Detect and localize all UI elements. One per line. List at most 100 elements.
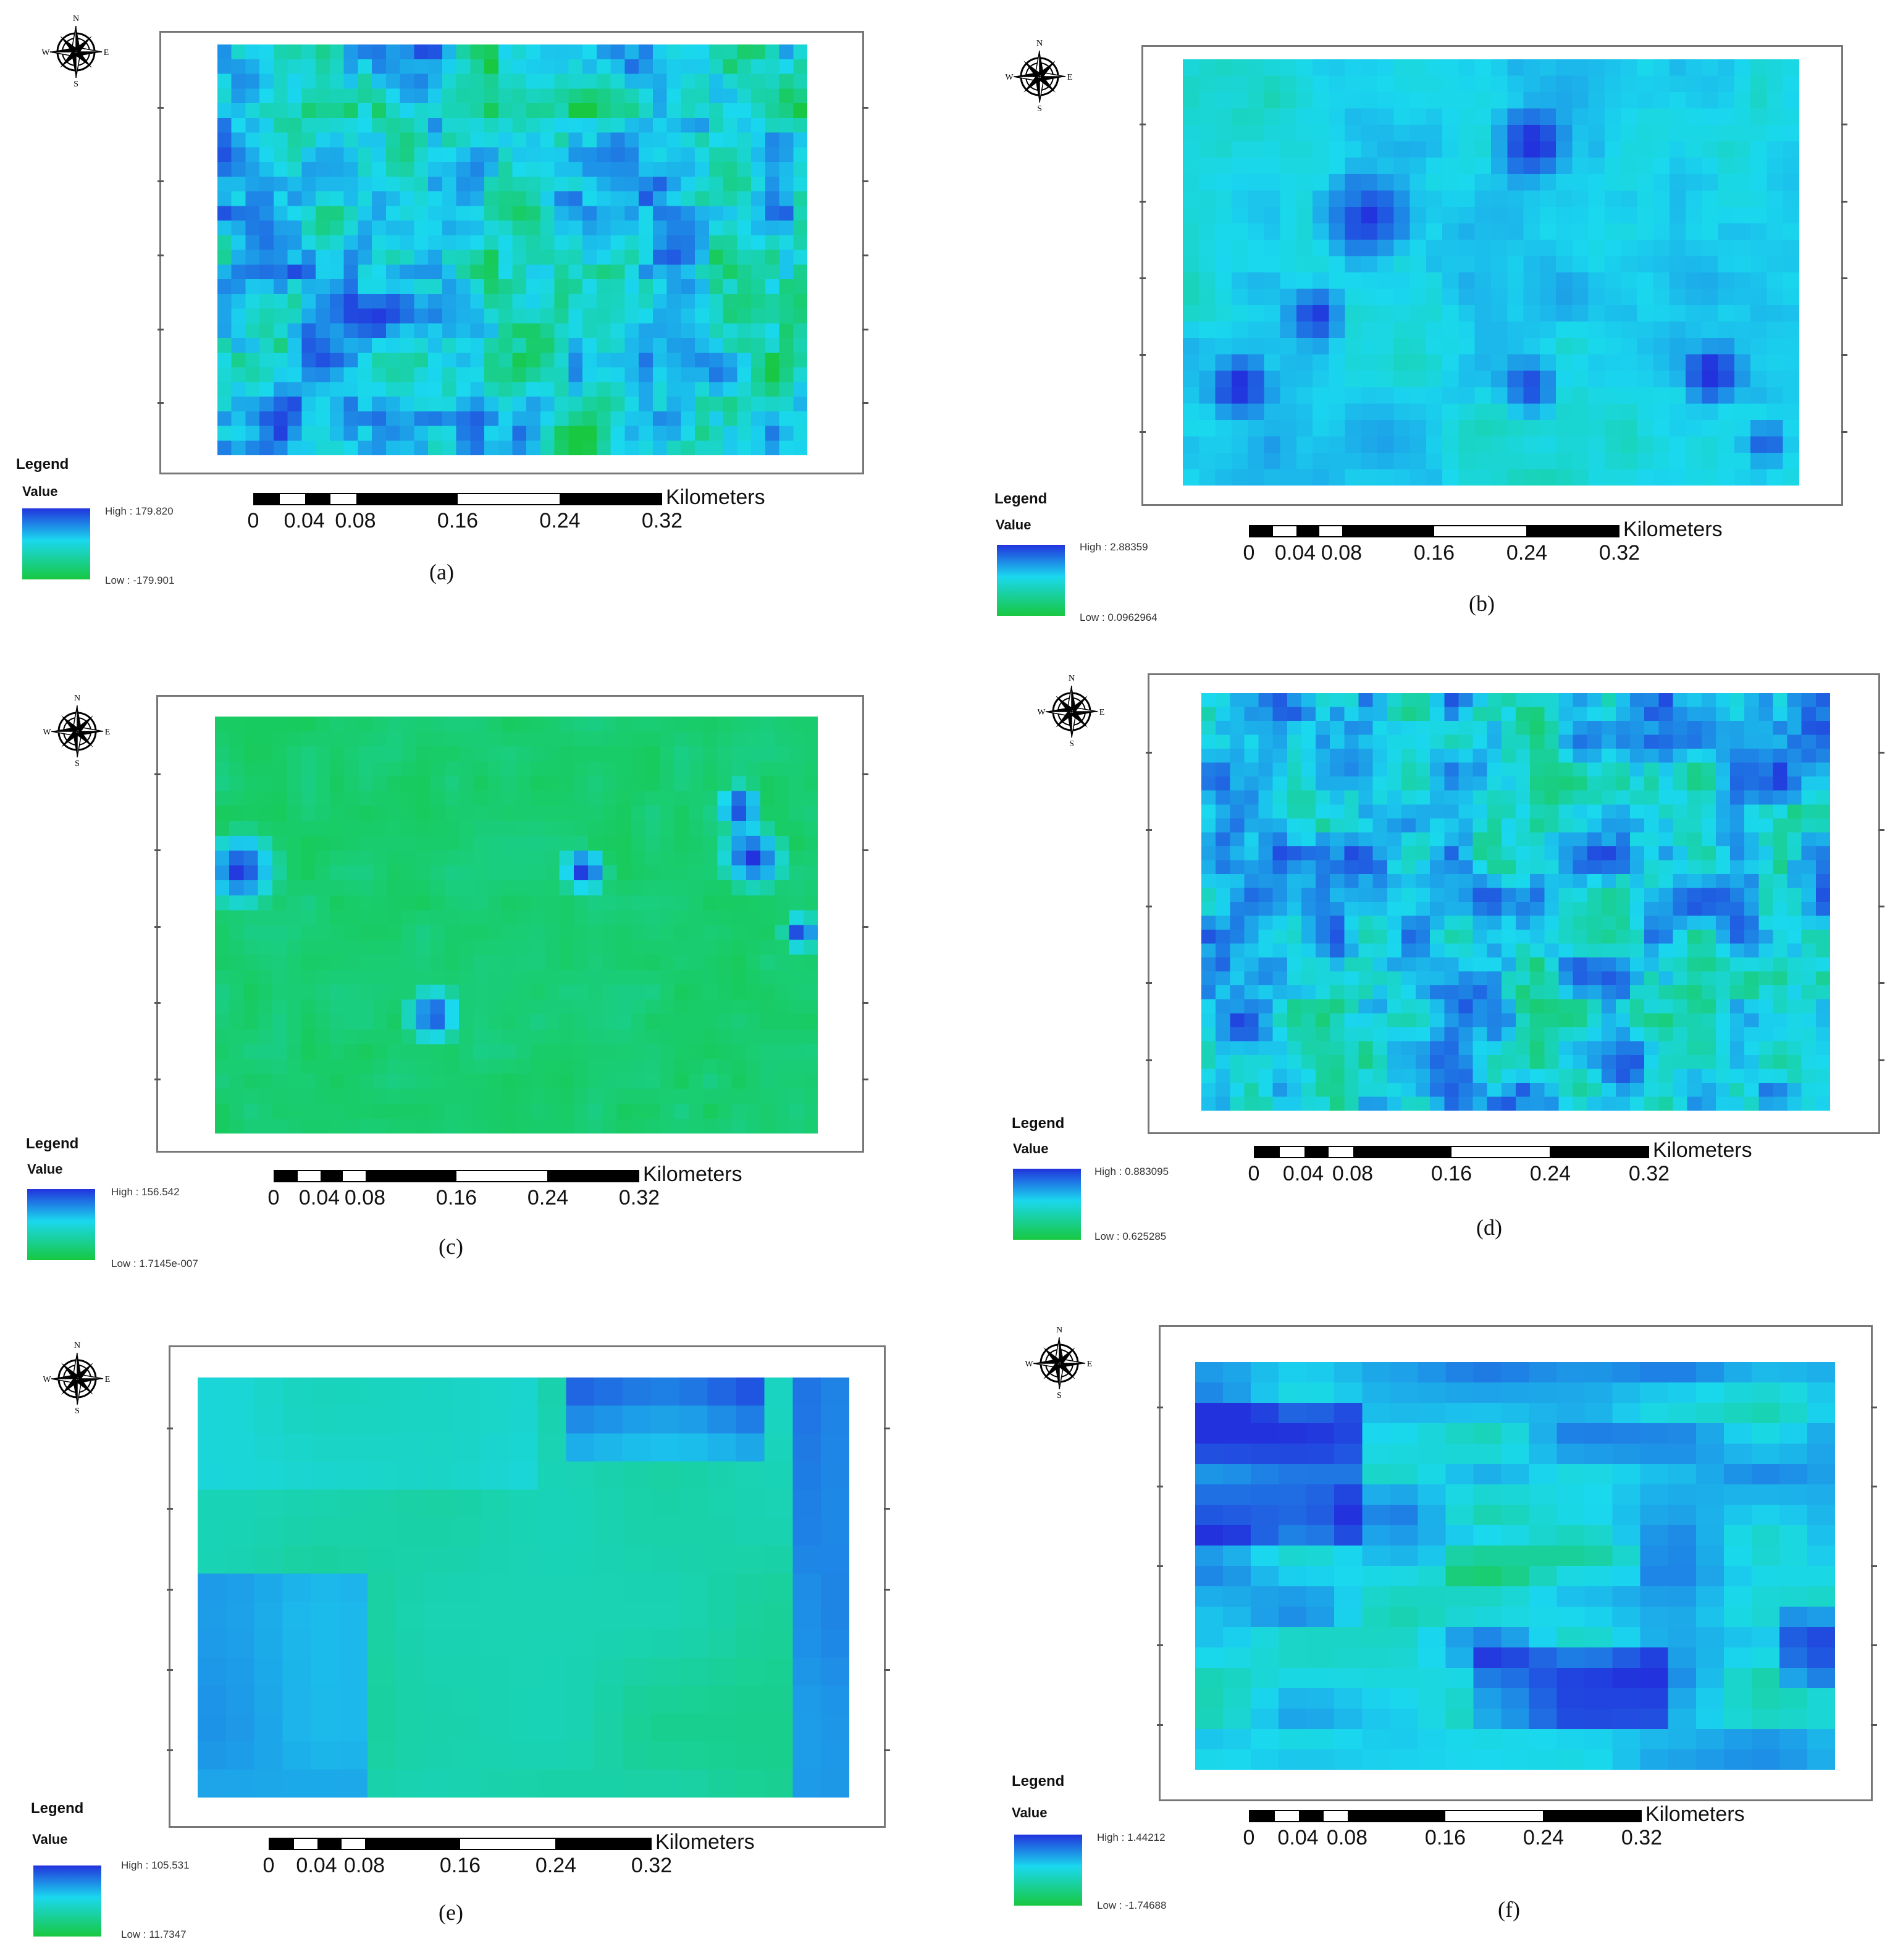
svg-text:W: W xyxy=(43,728,51,737)
panel-caption: (e) xyxy=(439,1900,463,1925)
frame-tick xyxy=(154,849,161,851)
scale-bar-segments xyxy=(1254,1146,1649,1158)
frame-tick xyxy=(1146,752,1152,754)
scale-bar-segment xyxy=(297,1171,321,1181)
svg-text:N: N xyxy=(1036,39,1043,48)
legend-low-label: Low : -1.74688 xyxy=(1097,1899,1167,1911)
svg-text:N: N xyxy=(1069,674,1075,683)
scale-bar-tick-label: 0.04 xyxy=(1282,1162,1324,1185)
scale-bar-segment xyxy=(330,494,356,504)
frame-tick xyxy=(884,1428,890,1430)
svg-text:E: E xyxy=(105,728,111,737)
panel-caption: (b) xyxy=(1469,591,1495,616)
svg-text:N: N xyxy=(74,694,80,703)
legend-value-label: Value xyxy=(1013,1141,1049,1156)
scale-bar-tick-label: 0.08 xyxy=(335,509,376,532)
legend-value-label: Value xyxy=(1012,1805,1048,1820)
legend-color-ramp xyxy=(1014,1835,1082,1906)
scale-bar-segment xyxy=(1353,1147,1451,1157)
scale-bar: Kilometers 0 0.04 0.08 0.16 0.24 0.32 xyxy=(263,1830,812,1881)
frame-tick xyxy=(1878,1059,1884,1061)
frame-tick xyxy=(1140,354,1146,356)
raster-layer xyxy=(1195,1362,1835,1770)
frame-tick xyxy=(167,1749,173,1751)
scale-bar-segment xyxy=(275,1171,298,1181)
scale-bar-unit: Kilometers xyxy=(1653,1138,1752,1162)
scale-bar-segment xyxy=(456,1171,547,1181)
scale-bar-segment xyxy=(1304,1147,1329,1157)
scale-bar-segment xyxy=(1250,526,1274,536)
frame-tick xyxy=(862,1002,868,1004)
panel-caption: (a) xyxy=(429,560,454,584)
frame-tick xyxy=(1157,1486,1163,1487)
svg-text:W: W xyxy=(42,48,50,57)
panel-caption: (c) xyxy=(439,1234,463,1259)
frame-tick xyxy=(167,1428,173,1430)
frame-tick xyxy=(158,254,164,256)
svg-text:S: S xyxy=(74,80,78,88)
legend-title: Legend xyxy=(994,490,1048,507)
scale-bar-segment xyxy=(458,494,560,504)
scale-bar-segment xyxy=(460,1839,555,1849)
scale-bar-tick-label: 0.16 xyxy=(439,1854,481,1877)
legend-value-label: Value xyxy=(22,484,58,499)
scale-bar-segment xyxy=(1543,1811,1640,1821)
scale-bar-tick-label: 0.04 xyxy=(1277,1826,1319,1849)
scale-bar-segments xyxy=(1249,525,1619,537)
frame-tick xyxy=(1841,200,1847,203)
scale-bar-tick-label: 0.24 xyxy=(1529,1162,1571,1185)
scale-bar-segment xyxy=(365,1839,460,1849)
legend-color-ramp xyxy=(33,1865,101,1937)
legend-title: Legend xyxy=(31,1800,84,1817)
scale-bar-segment xyxy=(1323,1811,1348,1821)
legend-title: Legend xyxy=(1012,1773,1065,1790)
legend-high-label: High : 2.88359 xyxy=(1080,541,1148,553)
frame-tick xyxy=(1157,1406,1163,1408)
frame-tick xyxy=(862,849,868,851)
frame-tick xyxy=(167,1508,173,1510)
scale-bar-segment xyxy=(1445,1811,1543,1821)
scale-bar-tick-label: 0.24 xyxy=(1506,541,1548,565)
scale-bar-tick-label: 0.32 xyxy=(1598,541,1640,565)
frame-tick xyxy=(884,1588,890,1591)
scale-bar-tick-label: 0.32 xyxy=(618,1186,660,1209)
scale-bar-segment xyxy=(305,494,331,504)
raster-layer xyxy=(198,1377,849,1798)
scale-bar-unit: Kilometers xyxy=(1623,518,1723,541)
frame-tick xyxy=(884,1508,890,1510)
frame-tick xyxy=(862,402,868,405)
scale-bar-segment xyxy=(366,1171,456,1181)
scale-bar-unit: Kilometers xyxy=(655,1830,755,1854)
legend-color-ramp xyxy=(22,508,90,579)
svg-text:E: E xyxy=(1067,73,1073,82)
scale-bar-tick-label: 0 xyxy=(247,509,259,532)
legend-low-label: Low : 11.7347 xyxy=(121,1928,187,1940)
frame-tick xyxy=(1157,1644,1163,1646)
frame-tick xyxy=(167,1668,173,1671)
legend-low-label: Low : 1.7145e-007 xyxy=(111,1258,198,1269)
scale-bar-segment xyxy=(1342,526,1434,536)
scale-bar-segment xyxy=(280,494,306,504)
frame-tick xyxy=(862,254,868,256)
scale-bar-tick-label: 0.16 xyxy=(1413,541,1455,565)
scale-bar-segment xyxy=(1329,1147,1353,1157)
frame-tick xyxy=(154,773,161,775)
scale-bar-segment xyxy=(317,1839,342,1849)
scale-bar-tick-label: 0.04 xyxy=(1274,541,1316,565)
scale-bar-unit: Kilometers xyxy=(643,1163,742,1186)
scale-bar-segment xyxy=(555,1839,650,1849)
frame-tick xyxy=(154,1078,161,1080)
frame-tick xyxy=(1146,1059,1152,1061)
svg-text:N: N xyxy=(73,14,79,23)
frame-tick xyxy=(1871,1486,1877,1487)
frame-tick xyxy=(1841,124,1847,126)
scale-bar-segment xyxy=(1348,1811,1445,1821)
scale-bar: Kilometers 0 0.04 0.08 0.16 0.24 0.32 xyxy=(268,1163,800,1213)
svg-text:W: W xyxy=(1006,73,1014,82)
frame-tick xyxy=(1878,752,1884,754)
legend-high-label: High : 156.542 xyxy=(111,1186,180,1198)
scale-bar-segment xyxy=(1299,1811,1324,1821)
